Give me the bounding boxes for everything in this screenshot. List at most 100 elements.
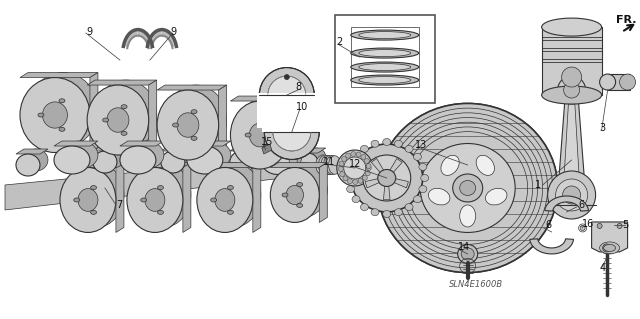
Ellipse shape <box>93 151 117 173</box>
Polygon shape <box>54 141 98 146</box>
Ellipse shape <box>120 146 156 174</box>
Ellipse shape <box>191 136 197 140</box>
Ellipse shape <box>38 113 44 117</box>
Ellipse shape <box>364 159 369 164</box>
Text: 13: 13 <box>415 140 427 150</box>
Ellipse shape <box>620 74 636 90</box>
Text: 9: 9 <box>86 27 92 37</box>
Polygon shape <box>87 80 157 85</box>
Polygon shape <box>545 196 589 211</box>
Ellipse shape <box>273 113 311 151</box>
Ellipse shape <box>141 198 147 202</box>
Ellipse shape <box>298 153 318 171</box>
Polygon shape <box>161 146 193 151</box>
Ellipse shape <box>339 161 344 166</box>
Ellipse shape <box>548 171 596 219</box>
Polygon shape <box>187 141 231 146</box>
Ellipse shape <box>197 167 253 233</box>
Ellipse shape <box>187 146 223 174</box>
Ellipse shape <box>557 76 586 104</box>
Ellipse shape <box>157 210 163 214</box>
Ellipse shape <box>282 193 288 197</box>
Ellipse shape <box>563 186 580 204</box>
Polygon shape <box>93 146 125 151</box>
Polygon shape <box>183 162 191 233</box>
Ellipse shape <box>245 133 251 137</box>
Ellipse shape <box>460 181 476 196</box>
Ellipse shape <box>128 141 164 169</box>
Polygon shape <box>253 162 261 233</box>
Text: 7: 7 <box>116 200 122 210</box>
Text: FR.: FR. <box>616 15 636 25</box>
Ellipse shape <box>42 102 67 128</box>
Polygon shape <box>127 162 191 167</box>
Polygon shape <box>289 96 297 169</box>
Ellipse shape <box>328 156 341 174</box>
Ellipse shape <box>323 155 337 174</box>
Ellipse shape <box>262 120 269 124</box>
Ellipse shape <box>413 153 422 160</box>
Ellipse shape <box>351 144 423 212</box>
Polygon shape <box>383 186 390 200</box>
Ellipse shape <box>68 162 124 227</box>
Text: 5: 5 <box>623 220 629 230</box>
Polygon shape <box>262 144 272 154</box>
Ellipse shape <box>135 162 191 227</box>
Ellipse shape <box>74 198 80 202</box>
Ellipse shape <box>378 169 396 187</box>
Ellipse shape <box>441 155 460 175</box>
Ellipse shape <box>347 163 355 170</box>
Ellipse shape <box>366 164 371 168</box>
Bar <box>607 74 630 90</box>
Ellipse shape <box>316 155 330 175</box>
Ellipse shape <box>351 75 419 85</box>
Polygon shape <box>230 146 262 151</box>
Polygon shape <box>230 96 297 101</box>
Ellipse shape <box>362 175 367 180</box>
Ellipse shape <box>286 185 303 204</box>
Polygon shape <box>197 162 261 167</box>
Text: 4: 4 <box>600 263 605 273</box>
Ellipse shape <box>348 179 353 184</box>
Ellipse shape <box>383 138 391 145</box>
Ellipse shape <box>101 146 125 168</box>
Ellipse shape <box>157 186 163 189</box>
Polygon shape <box>319 162 327 222</box>
Ellipse shape <box>173 123 179 127</box>
Polygon shape <box>120 141 164 146</box>
Bar <box>257 93 317 128</box>
Text: 12: 12 <box>349 159 361 169</box>
Ellipse shape <box>343 176 348 181</box>
Ellipse shape <box>458 244 477 263</box>
Ellipse shape <box>345 174 353 182</box>
Ellipse shape <box>87 85 148 155</box>
Text: 11: 11 <box>323 157 335 167</box>
Ellipse shape <box>321 155 334 175</box>
Polygon shape <box>157 85 227 90</box>
Ellipse shape <box>270 167 319 222</box>
Ellipse shape <box>541 18 602 36</box>
Ellipse shape <box>107 108 129 132</box>
Ellipse shape <box>230 151 254 173</box>
Ellipse shape <box>352 196 360 203</box>
Polygon shape <box>148 80 157 155</box>
Ellipse shape <box>28 72 98 147</box>
Ellipse shape <box>78 189 98 211</box>
Ellipse shape <box>326 156 339 174</box>
Ellipse shape <box>344 157 365 179</box>
Ellipse shape <box>215 189 235 211</box>
Ellipse shape <box>365 171 370 176</box>
Ellipse shape <box>306 148 326 166</box>
Ellipse shape <box>268 76 306 114</box>
Ellipse shape <box>486 188 507 205</box>
Ellipse shape <box>420 174 429 182</box>
Ellipse shape <box>59 127 65 131</box>
Polygon shape <box>564 100 580 185</box>
Ellipse shape <box>205 162 261 227</box>
Ellipse shape <box>363 155 411 201</box>
Polygon shape <box>371 159 384 173</box>
Ellipse shape <box>177 113 199 137</box>
Ellipse shape <box>564 82 580 98</box>
Ellipse shape <box>371 209 379 216</box>
Ellipse shape <box>541 86 602 104</box>
